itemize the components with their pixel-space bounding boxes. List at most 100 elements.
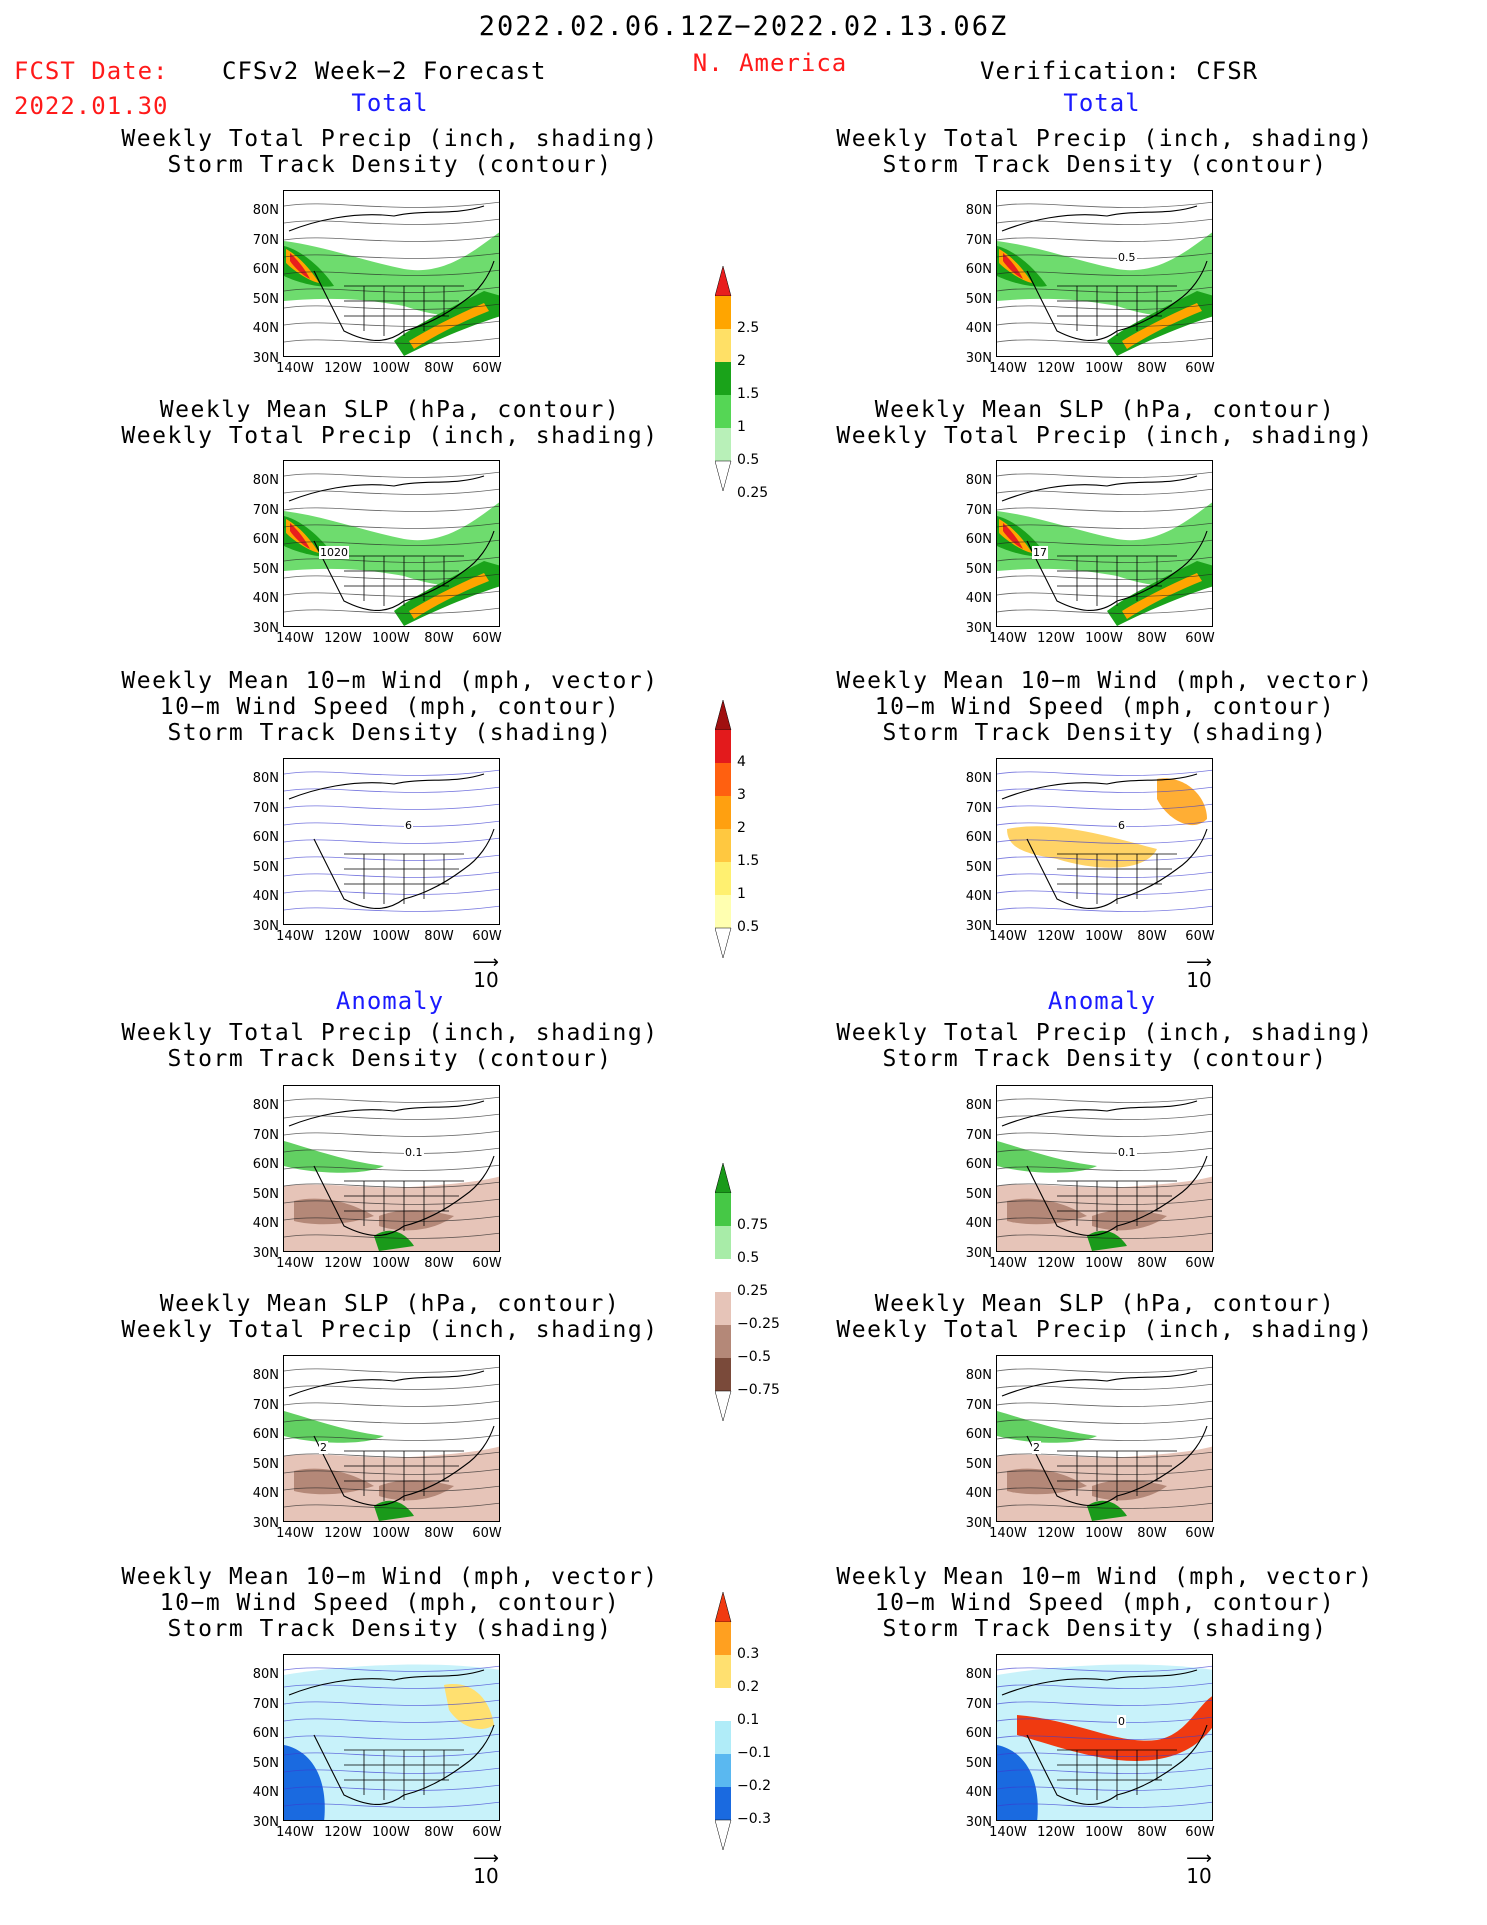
lat-tick-label: 40N xyxy=(965,321,992,336)
lon-tick-label: 80W xyxy=(424,929,454,944)
lon-tick-label: 60W xyxy=(1185,929,1215,944)
colorbar-label: 0.1 xyxy=(737,1712,760,1728)
lon-tick-label: 60W xyxy=(472,1526,502,1541)
lat-tick-label: 80N xyxy=(965,1667,992,1682)
lat-tick-label: 50N xyxy=(252,1456,279,1472)
colorbar-total-precip xyxy=(715,266,755,493)
colorbar-swatch xyxy=(715,296,731,329)
colorbar-label: −0.1 xyxy=(737,1745,771,1761)
lat-tick-label: 40N xyxy=(252,1486,279,1501)
colorbar-swatch xyxy=(715,1358,731,1391)
lon-tick-label: 60W xyxy=(472,361,502,376)
colorbar-swatch xyxy=(715,895,731,928)
lon-tick-label: 80W xyxy=(1137,1526,1167,1541)
ver-total-precip-storm-title-line1: Weekly Total Precip (inch, shading) xyxy=(836,126,1374,152)
fc-total-wind-storm-title-line1: Weekly Mean 10−m Wind (mph, vector) xyxy=(121,668,659,694)
colorbar-label: 2 xyxy=(737,353,746,369)
lon-tick-label: 60W xyxy=(1185,631,1215,646)
colorbar-top-arrow xyxy=(715,1592,732,1623)
lat-tick-label: 60N xyxy=(252,262,279,277)
fc-anom-slp-precip-title-line1: Weekly Mean SLP (hPa, contour) xyxy=(159,1291,621,1317)
lon-tick-label: 100W xyxy=(372,1825,410,1840)
colorbar-swatch xyxy=(715,1754,731,1787)
colorbar-label: 0.5 xyxy=(737,1250,760,1266)
lat-tick-label: 70N xyxy=(965,1397,992,1413)
lat-tick-label: 50N xyxy=(965,859,992,875)
lat-tick-label: 60N xyxy=(252,830,279,845)
lon-tick-label: 80W xyxy=(424,1256,454,1271)
lat-tick-label: 30N xyxy=(252,918,279,934)
lat-tick-label: 40N xyxy=(965,1216,992,1231)
lat-tick-label: 60N xyxy=(252,532,279,547)
lat-tick-label: 80N xyxy=(252,473,279,488)
colorbar-swatch xyxy=(715,1259,731,1292)
colorbar-label: 0.75 xyxy=(737,1217,769,1233)
lat-tick-label: 70N xyxy=(252,502,279,518)
ver-anom-wind-storm-title-line2: 10−m Wind Speed (mph, contour) xyxy=(874,1590,1336,1616)
lon-tick-label: 80W xyxy=(424,361,454,376)
lon-tick-label: 140W xyxy=(989,361,1027,376)
lat-tick-label: 30N xyxy=(252,1515,279,1531)
colorbar-swatch xyxy=(715,1655,731,1688)
colorbar-bottom-arrow xyxy=(715,927,732,959)
lat-tick-label: 70N xyxy=(965,1127,992,1143)
lat-tick-label: 50N xyxy=(965,561,992,577)
ver-anom-slp-precip-title-line1: Weekly Mean SLP (hPa, contour) xyxy=(874,1291,1336,1317)
colorbar-swatch xyxy=(715,1721,731,1754)
ver-anom-wind-storm-map: 0 xyxy=(996,1654,1213,1821)
fc-anom-wind-storm-map xyxy=(283,1654,500,1821)
lat-tick-label: 40N xyxy=(252,1785,279,1800)
forecast-anomaly-section: Anomaly xyxy=(335,987,445,1015)
fc-anom-precip-storm-title-line1: Weekly Total Precip (inch, shading) xyxy=(121,1020,659,1046)
lat-tick-label: 50N xyxy=(965,1456,992,1472)
colorbar-label: −0.75 xyxy=(737,1382,780,1398)
ver-anom-precip-storm-contour-label: 0.1 xyxy=(1117,1146,1137,1159)
lat-tick-label: 80N xyxy=(965,1098,992,1113)
lat-tick-label: 80N xyxy=(252,1368,279,1383)
lat-tick-label: 60N xyxy=(252,1157,279,1172)
ver-anom-precip-storm-title-line1: Weekly Total Precip (inch, shading) xyxy=(836,1020,1374,1046)
lon-tick-label: 80W xyxy=(424,1526,454,1541)
lon-tick-label: 140W xyxy=(989,631,1027,646)
lat-tick-label: 30N xyxy=(965,918,992,934)
lat-tick-label: 80N xyxy=(252,771,279,786)
lon-tick-label: 140W xyxy=(276,361,314,376)
lon-tick-label: 100W xyxy=(372,1526,410,1541)
colorbar-bottom-arrow xyxy=(715,1390,732,1422)
ver-anom-precip-storm-map: 0.1 xyxy=(996,1085,1213,1252)
colorbar-swatch xyxy=(715,796,731,829)
ver-total-slp-precip-title-line2: Weekly Total Precip (inch, shading) xyxy=(836,423,1374,449)
colorbar-label: 4 xyxy=(737,754,746,770)
lon-tick-label: 120W xyxy=(1037,361,1075,376)
ver-total-wind-storm-title-line3: Storm Track Density (shading) xyxy=(882,720,1328,746)
colorbar-bottom-arrow xyxy=(715,1819,732,1851)
lat-tick-label: 60N xyxy=(252,1726,279,1741)
colorbar-label: −0.3 xyxy=(737,1811,771,1827)
lon-tick-label: 120W xyxy=(1037,929,1075,944)
lon-tick-label: 120W xyxy=(324,631,362,646)
fc-total-wind-storm-title-line3: Storm Track Density (shading) xyxy=(167,720,613,746)
lat-tick-label: 50N xyxy=(252,1186,279,1202)
lat-tick-label: 40N xyxy=(252,889,279,904)
lat-tick-label: 70N xyxy=(252,1397,279,1413)
lat-tick-label: 60N xyxy=(965,262,992,277)
ver-total-wind-storm-title-line1: Weekly Mean 10−m Wind (mph, vector) xyxy=(836,668,1374,694)
colorbar-label: 1 xyxy=(737,419,746,435)
region-title: N. America xyxy=(692,49,848,77)
lon-tick-label: 100W xyxy=(372,1256,410,1271)
vector-ref-value: 10 xyxy=(473,1864,499,1888)
lat-tick-label: 60N xyxy=(252,1427,279,1442)
lon-tick-label: 100W xyxy=(1085,1256,1123,1271)
colorbar-label: 0.2 xyxy=(737,1679,760,1695)
lat-tick-label: 80N xyxy=(252,1098,279,1113)
colorbar-top-arrow xyxy=(715,1163,732,1194)
fc-total-slp-precip-contour-label: 1020 xyxy=(319,546,349,559)
colorbar-label: 3 xyxy=(737,787,746,803)
lon-tick-label: 140W xyxy=(989,1256,1027,1271)
fc-total-slp-precip-title-line1: Weekly Mean SLP (hPa, contour) xyxy=(159,397,621,423)
ver-total-slp-precip-title-line1: Weekly Mean SLP (hPa, contour) xyxy=(874,397,1336,423)
colorbar-swatch xyxy=(715,1787,731,1820)
lat-tick-label: 70N xyxy=(252,800,279,816)
fc-anom-slp-precip-title-line2: Weekly Total Precip (inch, shading) xyxy=(121,1317,659,1343)
colorbar-swatch xyxy=(715,730,731,763)
